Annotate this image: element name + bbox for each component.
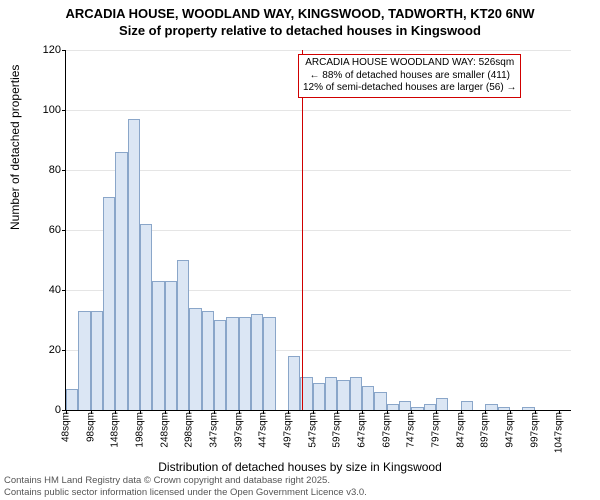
x-tick-label: 747sqm — [406, 410, 417, 448]
footer-line-2: Contains public sector information licen… — [4, 487, 367, 498]
histogram-bar — [165, 281, 177, 410]
y-tick-mark — [62, 110, 66, 111]
annotation-line-1: ARCADIA HOUSE WOODLAND WAY: 526sqm — [303, 57, 516, 70]
histogram-bar — [78, 311, 90, 410]
y-tick-mark — [62, 50, 66, 51]
gridline-h — [66, 170, 571, 171]
y-tick-mark — [62, 170, 66, 171]
annotation-box: ARCADIA HOUSE WOODLAND WAY: 526sqm← 88% … — [298, 54, 521, 98]
reference-vline — [302, 50, 303, 410]
x-tick-label: 497sqm — [282, 410, 293, 448]
x-tick-label: 148sqm — [110, 410, 121, 448]
histogram-bar — [152, 281, 164, 410]
histogram-bar — [263, 317, 275, 410]
x-tick-label: 897sqm — [480, 410, 491, 448]
histogram-bar — [177, 260, 189, 410]
histogram-bar — [362, 386, 374, 410]
x-tick-label: 447sqm — [258, 410, 269, 448]
histogram-bar — [239, 317, 251, 410]
footer-attribution: Contains HM Land Registry data © Crown c… — [4, 475, 367, 498]
histogram-bar — [128, 119, 140, 410]
histogram-bar — [325, 377, 337, 410]
annotation-line-2: ← 88% of detached houses are smaller (41… — [303, 70, 516, 83]
histogram-bar — [350, 377, 362, 410]
x-tick-label: 248sqm — [159, 410, 170, 448]
x-tick-label: 947sqm — [504, 410, 515, 448]
histogram-bar — [313, 383, 325, 410]
x-tick-label: 797sqm — [430, 410, 441, 448]
gridline-h — [66, 110, 571, 111]
histogram-bar — [115, 152, 127, 410]
x-tick-label: 547sqm — [307, 410, 318, 448]
histogram-bar — [91, 311, 103, 410]
y-tick-mark — [62, 350, 66, 351]
plot-area: 02040608010012048sqm98sqm148sqm198sqm248… — [65, 50, 571, 411]
chart-title: ARCADIA HOUSE, WOODLAND WAY, KINGSWOOD, … — [0, 0, 600, 40]
y-tick-mark — [62, 290, 66, 291]
x-tick-label: 1047sqm — [554, 410, 565, 453]
histogram-bar — [226, 317, 238, 410]
title-line-2: Size of property relative to detached ho… — [0, 23, 600, 40]
histogram-bar — [214, 320, 226, 410]
annotation-line-3: 12% of semi-detached houses are larger (… — [303, 82, 516, 95]
gridline-h — [66, 50, 571, 51]
x-tick-label: 48sqm — [61, 410, 72, 442]
histogram-bar — [461, 401, 473, 410]
histogram-bar — [374, 392, 386, 410]
y-axis-label: Number of detached properties — [8, 65, 22, 230]
x-tick-label: 597sqm — [332, 410, 343, 448]
x-tick-label: 347sqm — [208, 410, 219, 448]
histogram-bar — [436, 398, 448, 410]
x-tick-label: 997sqm — [529, 410, 540, 448]
histogram-bar — [202, 311, 214, 410]
histogram-bar — [251, 314, 263, 410]
histogram-bar — [399, 401, 411, 410]
x-tick-label: 198sqm — [134, 410, 145, 448]
y-tick-mark — [62, 230, 66, 231]
histogram-bar — [189, 308, 201, 410]
histogram-bar — [66, 389, 78, 410]
histogram-bar — [337, 380, 349, 410]
x-tick-label: 397sqm — [233, 410, 244, 448]
histogram-bar — [288, 356, 300, 410]
x-tick-label: 647sqm — [356, 410, 367, 448]
footer-line-1: Contains HM Land Registry data © Crown c… — [4, 475, 367, 486]
x-tick-label: 847sqm — [455, 410, 466, 448]
histogram-bar — [140, 224, 152, 410]
x-tick-label: 298sqm — [184, 410, 195, 448]
x-tick-label: 697sqm — [381, 410, 392, 448]
title-line-1: ARCADIA HOUSE, WOODLAND WAY, KINGSWOOD, … — [0, 6, 600, 23]
x-axis-label: Distribution of detached houses by size … — [0, 460, 600, 474]
x-tick-label: 98sqm — [85, 410, 96, 442]
histogram-bar — [103, 197, 115, 410]
chart-container: ARCADIA HOUSE, WOODLAND WAY, KINGSWOOD, … — [0, 0, 600, 500]
